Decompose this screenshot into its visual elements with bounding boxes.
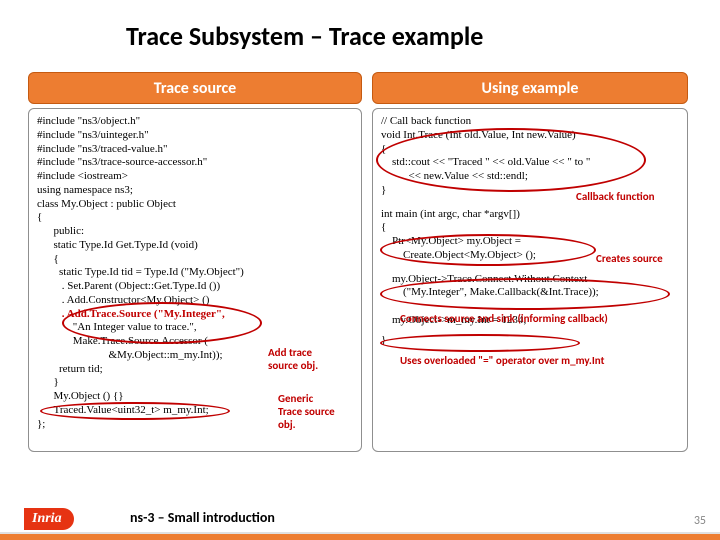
callout-generic: Generic Trace source obj.: [278, 392, 335, 431]
inria-logo: Inria: [24, 508, 74, 530]
slide-title: Trace Subsystem – Trace example: [126, 20, 483, 52]
footer-text: ns-3 – Small introduction: [130, 509, 275, 526]
header-using-example: Using example: [372, 72, 688, 104]
oval-overload: [380, 334, 580, 352]
footer: Inria ns-3 – Small introduction 35: [0, 492, 720, 540]
code-left-1: #include "ns3/object.h" #include "ns3/ui…: [37, 115, 353, 308]
title-part-a: Trace Subsystem: [126, 20, 304, 52]
callout-connects: Connects source and sink (informing call…: [400, 312, 608, 325]
header-trace-source: Trace source: [28, 72, 362, 104]
title-sep: –: [304, 20, 329, 52]
footer-accent-bar: [0, 534, 720, 540]
oval-connects: [380, 278, 670, 310]
callout-callback: Callback function: [576, 190, 655, 203]
oval-generic: [40, 402, 230, 420]
callout-add-trace: Add trace source obj.: [268, 346, 318, 372]
callout-overload: Uses overloaded "=" operator over m_my.I…: [400, 354, 604, 367]
title-part-b: Trace example: [329, 20, 484, 52]
callout-creates: Creates source: [596, 252, 663, 265]
oval-callback: [376, 128, 646, 192]
oval-addtrace: [62, 302, 262, 344]
oval-creates: [380, 234, 596, 266]
page-number: 35: [694, 514, 706, 528]
